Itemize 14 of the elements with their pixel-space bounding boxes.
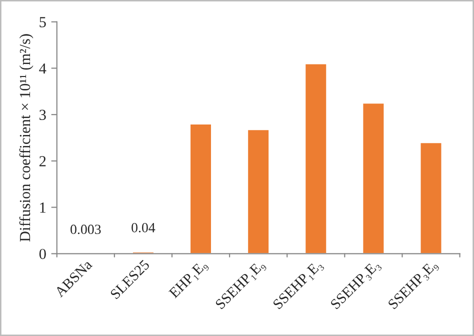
y-tick-label: 5 [40, 17, 46, 28]
bar [189, 123, 212, 254]
y-tick-label: 3 [40, 110, 46, 120]
y-tick-label: 2 [39, 156, 46, 166]
y-tick-label: 0 [39, 248, 46, 260]
y-tick-label: 1 [40, 202, 46, 213]
bar [304, 62, 328, 254]
data-label: 0.003 [70, 224, 101, 234]
bar [362, 102, 386, 254]
y-axis-title: Diffusion coefficient × 10¹¹ (m²/s) [19, 34, 34, 242]
data-label: 0.04 [132, 222, 156, 232]
y-tick-label: 4 [39, 63, 46, 74]
bar [419, 142, 443, 254]
bar [246, 128, 270, 254]
